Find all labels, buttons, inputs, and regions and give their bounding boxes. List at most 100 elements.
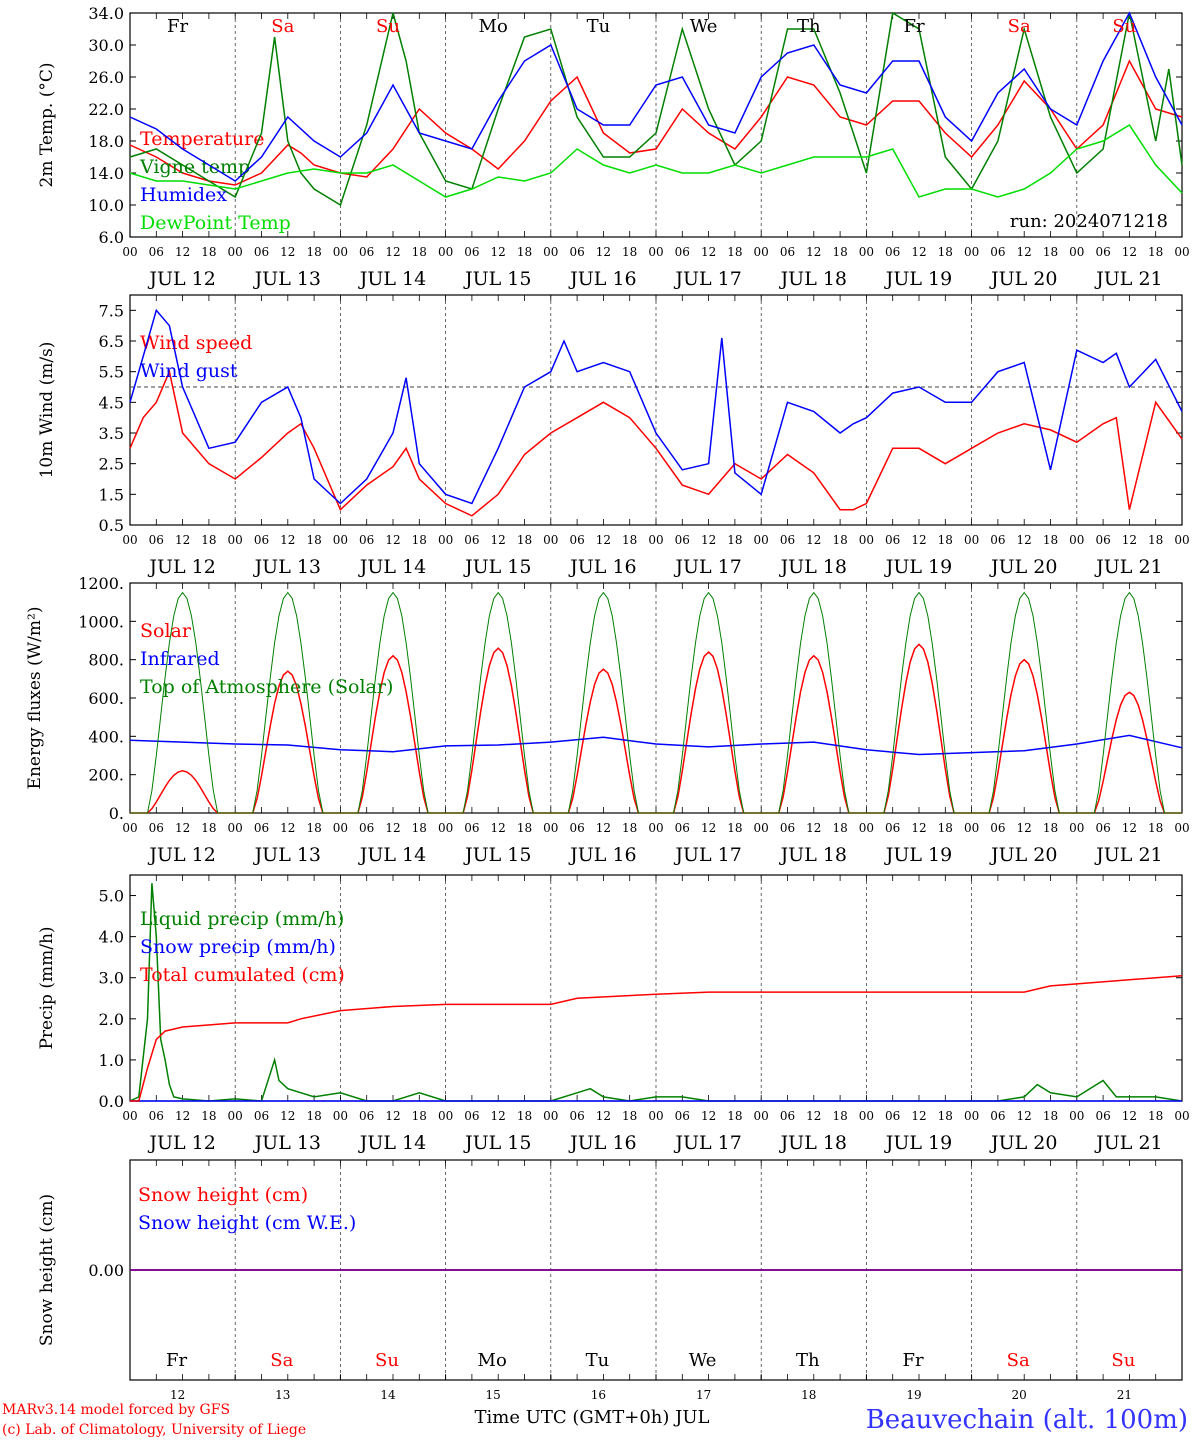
date-label: JUL 14 (358, 844, 426, 866)
hour-tick-label: 12 (806, 1109, 821, 1123)
hour-tick-label: 18 (938, 245, 953, 259)
hour-tick-label: 12 (911, 245, 926, 259)
date-label: JUL 20 (989, 844, 1057, 866)
y-tick-label: 600. (88, 689, 124, 708)
date-label: JUL 14 (358, 1132, 426, 1154)
hour-tick-label: 18 (1043, 821, 1058, 835)
y-tick-label: 3.0 (99, 969, 124, 988)
hour-tick-label: 00 (964, 821, 979, 835)
hour-tick-label: 00 (543, 533, 558, 547)
y-tick-label: 10.0 (88, 196, 124, 215)
y-tick-label: 1.0 (99, 1051, 124, 1070)
hour-tick-label: 18 (306, 533, 321, 547)
hour-tick-label: 06 (254, 821, 269, 835)
day-number-label: 20 (1012, 1388, 1027, 1402)
panel-5: 0.00 Snow height (cm) Snow height (cm) Snow… (37, 1159, 1183, 1381)
hour-tick-label: 18 (1148, 245, 1163, 259)
day-number-label: 17 (696, 1388, 711, 1402)
hour-tick-label: 12 (175, 533, 190, 547)
hour-tick-label: 06 (885, 533, 900, 547)
hour-tick-label: 00 (1174, 245, 1189, 259)
hour-tick-label: 00 (1069, 1109, 1084, 1123)
day-number-label: 15 (486, 1388, 501, 1402)
weekday-label: Sa (271, 16, 294, 37)
y-axis-label: 2m Temp. (°C) (37, 62, 57, 187)
hour-tick-label: 06 (780, 1109, 795, 1123)
hour-tick-label: 06 (675, 1109, 690, 1123)
credit-line: MARv3.14 model forced by GFS (2, 1402, 230, 1418)
y-tick-label: 800. (88, 651, 124, 670)
date-label: JUL 20 (989, 268, 1057, 290)
legend-entry: Humidex (140, 184, 227, 206)
hour-tick-label: 00 (754, 245, 769, 259)
weekday-label: Su (1112, 16, 1136, 37)
hour-tick-label: 18 (517, 821, 532, 835)
hour-tick-label: 00 (648, 1109, 663, 1123)
series-line-wind-speed (129, 369, 1183, 517)
hour-tick-label: 18 (412, 1109, 427, 1123)
date-label: JUL 18 (779, 268, 847, 290)
day-number-label: 19 (906, 1388, 921, 1402)
hour-tick-label: 12 (385, 821, 400, 835)
date-label: JUL 18 (779, 1132, 847, 1154)
legend-entry: Total cumulated (cm) (140, 964, 345, 986)
hour-tick-label: 06 (1095, 245, 1110, 259)
y-tick-label: 22.0 (88, 100, 124, 119)
series-line-liquid-precip-mm-h (129, 883, 1183, 1102)
hour-tick-label: 00 (438, 245, 453, 259)
hour-tick-label: 18 (1043, 1109, 1058, 1123)
hour-tick-label: 06 (885, 1109, 900, 1123)
hour-tick-label: 12 (701, 1109, 716, 1123)
hour-tick-label: 00 (964, 245, 979, 259)
hour-tick-label: 00 (1069, 533, 1084, 547)
hour-tick-label: 00 (964, 533, 979, 547)
hour-tick-label: 18 (201, 821, 216, 835)
hour-tick-label: 00 (1174, 821, 1189, 835)
date-label: JUL 15 (463, 268, 531, 290)
hour-tick-label: 00 (754, 1109, 769, 1123)
series-line-wind-gust (129, 308, 1183, 505)
date-label: JUL 13 (253, 556, 321, 578)
y-tick-label: 1000. (78, 612, 124, 631)
date-label: JUL 12 (147, 844, 215, 866)
date-label: JUL 19 (884, 268, 952, 290)
hour-tick-label: 18 (1043, 245, 1058, 259)
hour-tick-label: 00 (333, 1109, 348, 1123)
hour-tick-label: 12 (1017, 1109, 1032, 1123)
panel-3: 00 06 12 18 00 06 12 18 00 06 12 18 00 06 12 18 00 06 12 18… (25, 574, 1190, 866)
hour-tick-label: 12 (280, 821, 295, 835)
hour-tick-label: 06 (1095, 533, 1110, 547)
hour-tick-label: 18 (622, 533, 637, 547)
date-label: JUL 16 (568, 844, 636, 866)
hour-tick-label: 18 (832, 1109, 847, 1123)
hour-tick-label: 00 (122, 821, 137, 835)
hour-tick-label: 12 (806, 533, 821, 547)
weekday-label: Su (1111, 1350, 1135, 1371)
date-label: JUL 20 (989, 1132, 1057, 1154)
hour-tick-label: 12 (911, 533, 926, 547)
y-tick-label: 4.0 (99, 928, 124, 947)
hour-tick-label: 12 (911, 821, 926, 835)
hour-tick-label: 18 (727, 245, 742, 259)
date-label: JUL 13 (253, 268, 321, 290)
hour-tick-label: 18 (727, 533, 742, 547)
date-label: JUL 19 (884, 844, 952, 866)
weekday-label: Sa (1008, 16, 1031, 37)
hour-tick-label: 06 (990, 821, 1005, 835)
hour-tick-label: 06 (780, 245, 795, 259)
y-tick-label: 0.5 (99, 516, 124, 535)
hour-tick-label: 06 (569, 245, 584, 259)
hour-tick-label: 06 (464, 1109, 479, 1123)
date-label: JUL 16 (568, 556, 636, 578)
panel-4: 00 06 12 18 00 06 12 18 00 06 12 18 00 06 12 18 00 06 12 18… (37, 874, 1190, 1154)
hour-tick-label: 18 (938, 533, 953, 547)
day-number-label: 18 (801, 1388, 816, 1402)
hour-tick-label: 12 (385, 245, 400, 259)
hour-tick-label: 12 (596, 533, 611, 547)
legend-entry: Infrared (140, 648, 220, 670)
hour-tick-label: 12 (806, 821, 821, 835)
y-tick-label: 5.5 (99, 363, 124, 382)
legend-entry: Snow height (cm) (138, 1184, 308, 1206)
hour-tick-label: 18 (306, 1109, 321, 1123)
hour-tick-label: 00 (438, 821, 453, 835)
